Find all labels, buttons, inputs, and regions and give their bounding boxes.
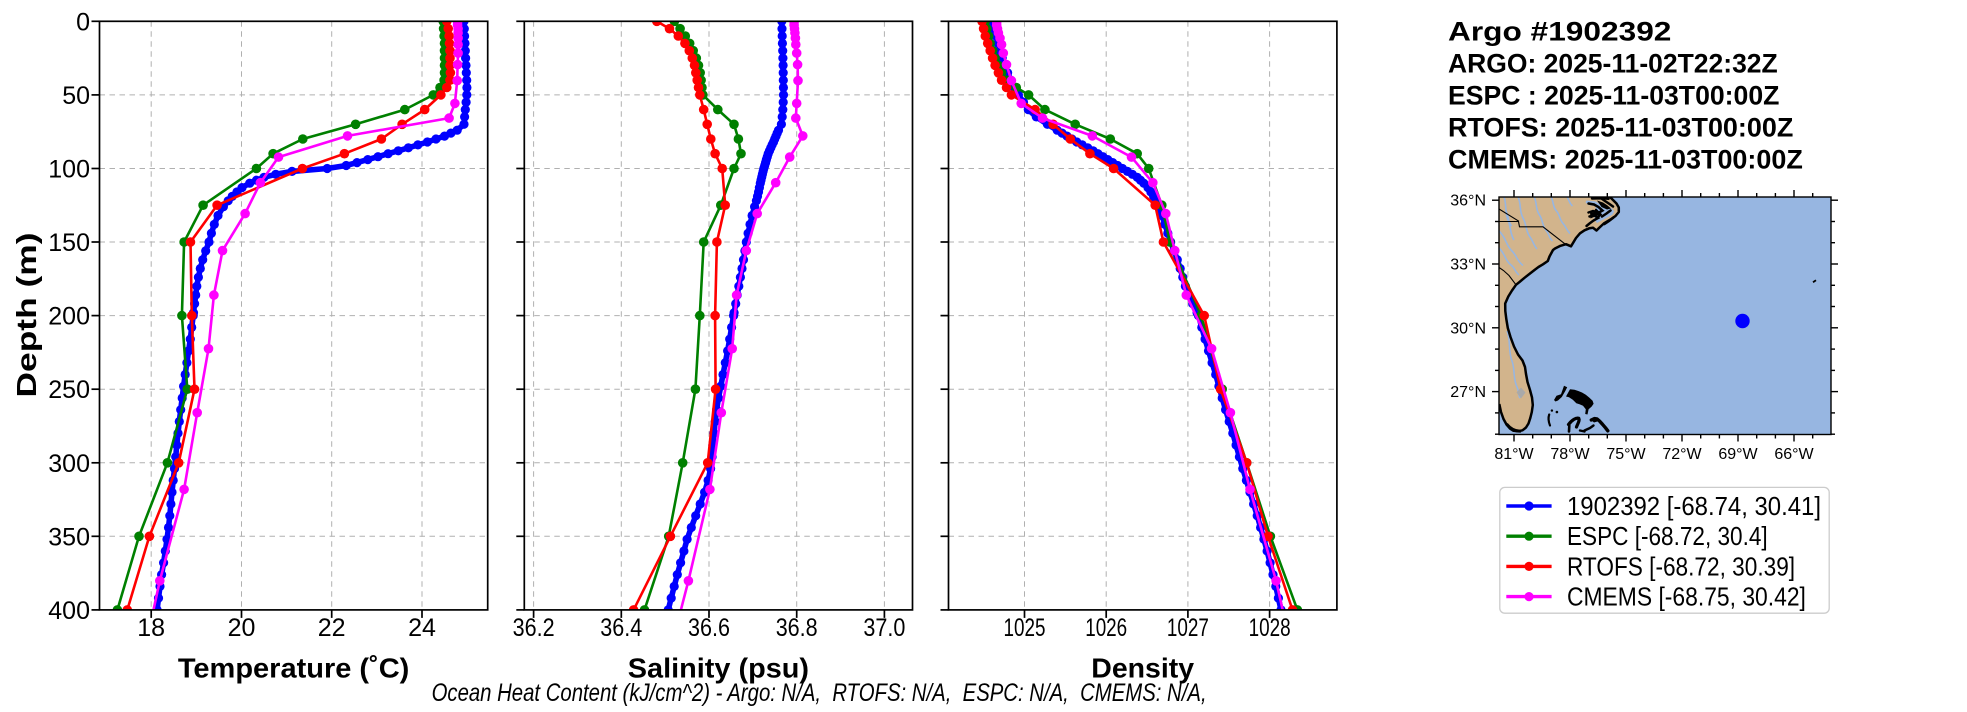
svg-text:ESPC : 2025-11-03T00:00Z: ESPC : 2025-11-03T00:00Z: [1448, 81, 1779, 111]
svg-text:Ocean Heat Content (kJ/cm^2) -: Ocean Heat Content (kJ/cm^2) - Argo: N/A…: [432, 679, 1207, 707]
svg-text:36°N: 36°N: [1450, 193, 1486, 210]
svg-text:36.4: 36.4: [600, 614, 642, 642]
svg-text:CMEMS: 2025-11-03T00:00Z: CMEMS: 2025-11-03T00:00Z: [1448, 145, 1803, 175]
svg-text:1027: 1027: [1167, 614, 1209, 642]
svg-text:33°N: 33°N: [1450, 257, 1486, 274]
svg-text:50: 50: [62, 82, 90, 110]
svg-text:Depth (m): Depth (m): [11, 233, 42, 398]
svg-text:27°N: 27°N: [1450, 384, 1486, 401]
svg-text:36.8: 36.8: [776, 614, 818, 642]
svg-text:37.0: 37.0: [863, 614, 905, 642]
svg-text:100: 100: [48, 156, 90, 184]
svg-text:Salinity (psu): Salinity (psu): [628, 653, 809, 684]
svg-text:1902392 [-68.74, 30.41]: 1902392 [-68.74, 30.41]: [1567, 491, 1821, 521]
svg-text:78°W: 78°W: [1550, 446, 1590, 463]
svg-text:1028: 1028: [1249, 614, 1291, 642]
svg-text:400: 400: [48, 597, 90, 625]
svg-text:36.6: 36.6: [688, 614, 730, 642]
svg-text:1025: 1025: [1004, 614, 1046, 642]
svg-text:Argo #1902392: Argo #1902392: [1448, 17, 1671, 47]
svg-text:30°N: 30°N: [1450, 320, 1486, 337]
svg-text:18: 18: [137, 614, 165, 642]
svg-text:Temperature (˚C): Temperature (˚C): [178, 653, 410, 684]
svg-text:22: 22: [318, 614, 346, 642]
svg-text:150: 150: [48, 229, 90, 257]
svg-text:24: 24: [408, 614, 436, 642]
svg-text:36.2: 36.2: [513, 614, 555, 642]
svg-text:0: 0: [76, 8, 90, 36]
svg-text:200: 200: [48, 303, 90, 331]
svg-text:66°W: 66°W: [1774, 446, 1814, 463]
svg-text:ESPC [-68.72, 30.4]: ESPC [-68.72, 30.4]: [1567, 521, 1768, 551]
svg-text:Density: Density: [1091, 653, 1194, 684]
svg-text:75°W: 75°W: [1606, 446, 1646, 463]
svg-text:69°W: 69°W: [1718, 446, 1758, 463]
svg-text:300: 300: [48, 450, 90, 478]
svg-text:350: 350: [48, 523, 90, 551]
svg-text:RTOFS [-68.72, 30.39]: RTOFS [-68.72, 30.39]: [1567, 551, 1795, 581]
svg-text:81°W: 81°W: [1494, 446, 1534, 463]
svg-text:RTOFS: 2025-11-03T00:00Z: RTOFS: 2025-11-03T00:00Z: [1448, 113, 1793, 143]
svg-text:72°W: 72°W: [1662, 446, 1702, 463]
svg-text:20: 20: [228, 614, 256, 642]
svg-text:CMEMS [-68.75, 30.42]: CMEMS [-68.75, 30.42]: [1567, 582, 1806, 612]
svg-text:1026: 1026: [1085, 614, 1127, 642]
svg-text:250: 250: [48, 376, 90, 404]
svg-text:ARGO: 2025-11-02T22:32Z: ARGO: 2025-11-02T22:32Z: [1448, 49, 1778, 79]
